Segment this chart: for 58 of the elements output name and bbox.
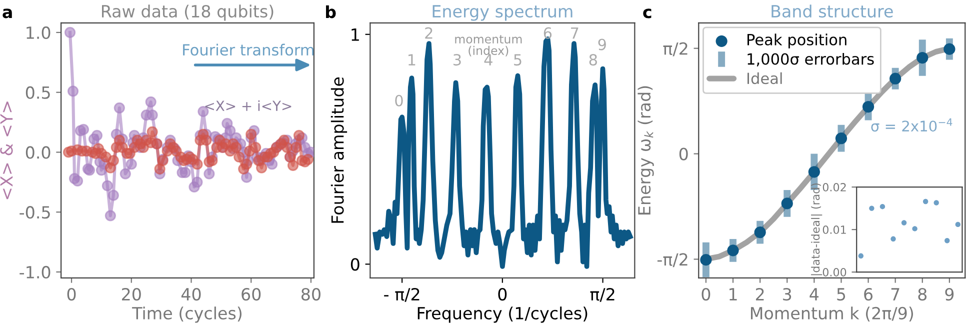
annotation: 7 <box>571 27 578 39</box>
x-tick-label: 60 <box>242 288 261 301</box>
y-axis-title: Energy ω$_{k}$ (rad) <box>638 86 654 214</box>
y-axis-title: <X> & <Y> <box>0 102 13 200</box>
chart-title: Energy spectrum <box>432 5 572 21</box>
y-tick-label: 0.02 <box>822 183 846 192</box>
y-tick-label: 0.00 <box>822 268 846 276</box>
annotation: 8 <box>589 54 597 66</box>
text: b <box>326 5 336 18</box>
x-tick-label: 1 <box>730 288 737 300</box>
annotation: 0 <box>395 94 403 106</box>
annotation: σ = 2x10$^{−4}$ <box>871 118 952 132</box>
y-axis-title: |data-ideal| (rad) <box>811 183 822 276</box>
annotation: Fourier transform <box>183 44 314 56</box>
y-tick-label: π/2 <box>663 42 688 56</box>
x-tick-label: 4 <box>810 288 819 300</box>
y-axis-title: Fourier amplitude <box>330 77 348 223</box>
x-tick-label: 3 <box>783 288 792 301</box>
y-tick-label: 1.0 <box>26 26 50 40</box>
x-tick-label: 0 <box>702 288 710 301</box>
annotation: 1,000σ errorbars <box>748 52 874 66</box>
chart-title: Raw data (18 qubits) <box>102 4 274 21</box>
x-tick-label: 7 <box>891 288 900 300</box>
annotation: 9 <box>598 38 606 50</box>
x-tick-label: 5 <box>837 288 846 301</box>
x-axis-title: Momentum k (2π/9) <box>750 306 913 322</box>
annotation: 4 <box>484 54 492 66</box>
annotation: 5 <box>514 54 522 66</box>
y-tick-label: 0.0 <box>26 146 50 159</box>
annotation: 3 <box>453 54 461 66</box>
legend-label: Peak position <box>748 34 846 48</box>
x-tick-label: 2 <box>756 288 764 300</box>
x-axis-title: Frequency (1/cycles) <box>418 306 588 323</box>
x-tick-label: 0 <box>498 288 507 301</box>
annotation: 1 <box>408 54 416 66</box>
x-tick-label: 0 <box>67 288 76 301</box>
y-tick-label: -1.0 <box>20 266 50 279</box>
x-tick-label: 6 <box>864 288 873 301</box>
y-tick-label: 0.01 <box>822 226 846 234</box>
text: c <box>643 8 652 18</box>
annotation: <X> + i<Y> <box>205 100 292 111</box>
annotation: 6 <box>544 27 552 39</box>
text: a <box>2 8 12 18</box>
chart-title: Band structure <box>772 4 893 18</box>
y-tick-label: 0.5 <box>26 86 50 99</box>
x-tick-label: 40 <box>181 288 201 301</box>
y-tick-label: 0 <box>679 148 688 160</box>
x-tick-label: 80 <box>301 288 320 301</box>
y-tick-label: -0.5 <box>20 206 50 219</box>
annotation: 2 <box>425 27 432 39</box>
x-tick-label: 20 <box>122 288 141 301</box>
x-tick-label: π/2 <box>590 288 614 302</box>
x-tick-label: 8 <box>918 288 927 301</box>
x-tick-label: 9 <box>945 288 954 301</box>
y-tick-label: -π/2 <box>657 253 688 268</box>
x-axis-title: Time (cycles) <box>132 306 242 323</box>
legend-label: Ideal <box>748 72 782 84</box>
x-tick-label: - π/2 <box>384 288 420 302</box>
